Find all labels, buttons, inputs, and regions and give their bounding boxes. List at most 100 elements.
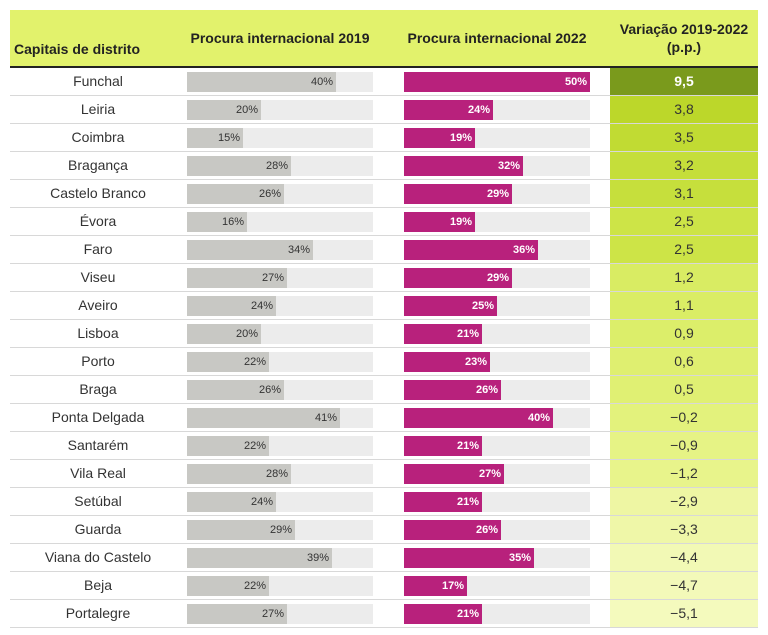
- city-name: Lisboa: [77, 325, 119, 341]
- table-row: Castelo Branco 26% 29% 3,1: [10, 180, 758, 208]
- bar-label-2019: 28%: [265, 160, 288, 172]
- bar-label-2022: 29%: [486, 188, 509, 200]
- city-name: Leiria: [80, 101, 116, 117]
- bar-2022: [404, 408, 553, 428]
- bar-2022: [404, 240, 538, 260]
- bar-2022: [404, 576, 467, 596]
- bar-track-2022: 24%: [404, 100, 590, 120]
- bar-track-2022: 50%: [404, 72, 590, 92]
- bar-track-2019: 15%: [187, 128, 373, 148]
- bar-label-2022: 21%: [456, 440, 479, 452]
- bar-2019: [187, 408, 340, 428]
- bar-2019: [187, 492, 276, 512]
- bar-2019: [187, 520, 295, 540]
- bar-2022: [404, 324, 482, 344]
- variation-cell: 3,8: [610, 96, 758, 123]
- bar-2019: [187, 128, 243, 148]
- bar-label-2022: 21%: [456, 608, 479, 620]
- city-name: Santarém: [67, 437, 129, 453]
- variation-cell: 0,9: [610, 320, 758, 347]
- bar-2022: [404, 436, 482, 456]
- variation-cell: −2,9: [610, 488, 758, 515]
- header-cities: Capitais de distrito: [14, 41, 141, 57]
- bar-label-2022: 24%: [467, 104, 490, 116]
- bar-2022: [404, 492, 482, 512]
- bar-label-2019: 41%: [314, 412, 337, 424]
- bar-track-2022: 40%: [404, 408, 590, 428]
- city-name: Évora: [79, 213, 117, 229]
- variation-cell: 1,2: [610, 264, 758, 291]
- variation-cell: −4,7: [610, 572, 758, 599]
- variation-cell: −0,9: [610, 432, 758, 459]
- bar-2019: [187, 296, 276, 316]
- city-name: Guarda: [74, 521, 122, 537]
- bar-label-2022: 26%: [475, 384, 498, 396]
- bar-2019: [187, 352, 269, 372]
- bar-label-2019: 34%: [287, 244, 310, 256]
- bar-2019: [187, 212, 247, 232]
- bar-track-2019: 16%: [187, 212, 373, 232]
- city-name: Castelo Branco: [50, 185, 146, 201]
- bar-label-2019: 24%: [250, 300, 273, 312]
- table-row: Coimbra 15% 19% 3,5: [10, 124, 758, 152]
- bar-track-2022: 29%: [404, 268, 590, 288]
- bar-label-2022: 19%: [449, 216, 472, 228]
- bar-2022: [404, 380, 501, 400]
- city-name: Braga: [79, 381, 117, 397]
- bar-2022: [404, 352, 490, 372]
- bar-track-2022: 26%: [404, 520, 590, 540]
- bar-track-2022: 26%: [404, 380, 590, 400]
- bar-label-2022: 29%: [486, 272, 509, 284]
- bar-2019: [187, 240, 313, 260]
- table-row: Viseu 27% 29% 1,2: [10, 264, 758, 292]
- table-row: Leiria 20% 24% 3,8: [10, 96, 758, 124]
- bar-track-2022: 35%: [404, 548, 590, 568]
- bar-label-2022: 27%: [478, 468, 501, 480]
- bar-track-2022: 29%: [404, 184, 590, 204]
- bar-track-2022: 21%: [404, 604, 590, 624]
- table-header: Capitais de distrito Procura internacion…: [10, 10, 758, 68]
- table-row: Setúbal 24% 21% −2,9: [10, 488, 758, 516]
- variation-cell: 1,1: [610, 292, 758, 319]
- variation-cell: 3,2: [610, 152, 758, 179]
- table-row: Ponta Delgada 41% 40% −0,2: [10, 404, 758, 432]
- table-row: Beja 22% 17% −4,7: [10, 572, 758, 600]
- bar-2019: [187, 324, 261, 344]
- variation-cell: −0,2: [610, 404, 758, 431]
- bar-track-2019: 29%: [187, 520, 373, 540]
- bar-2019: [187, 268, 287, 288]
- bar-2022: [404, 128, 475, 148]
- bar-track-2019: 40%: [187, 72, 373, 92]
- bar-track-2019: 28%: [187, 464, 373, 484]
- bar-label-2022: 23%: [464, 356, 487, 368]
- bar-label-2019: 40%: [310, 76, 333, 88]
- bar-2022: [404, 156, 523, 176]
- table-row: Faro 34% 36% 2,5: [10, 236, 758, 264]
- city-name: Aveiro: [78, 297, 118, 313]
- header-demand-2022: Procura internacional 2022: [407, 30, 587, 46]
- bar-track-2019: 22%: [187, 352, 373, 372]
- bar-label-2019: 22%: [243, 580, 266, 592]
- bar-label-2019: 22%: [243, 356, 266, 368]
- table-row: Portalegre 27% 21% −5,1: [10, 600, 758, 628]
- variation-cell: 2,5: [610, 236, 758, 263]
- bar-track-2019: 20%: [187, 100, 373, 120]
- variation-cell: 3,1: [610, 180, 758, 207]
- bar-label-2022: 21%: [456, 328, 479, 340]
- bar-2022: [404, 184, 512, 204]
- table-row: Viana do Castelo 39% 35% −4,4: [10, 544, 758, 572]
- city-name: Setúbal: [74, 493, 122, 509]
- bar-2019: [187, 576, 269, 596]
- bar-2019: [187, 184, 284, 204]
- bar-label-2019: 29%: [269, 524, 292, 536]
- bar-2019: [187, 604, 287, 624]
- bar-track-2019: 34%: [187, 240, 373, 260]
- bar-track-2022: 21%: [404, 492, 590, 512]
- table-row: Porto 22% 23% 0,6: [10, 348, 758, 376]
- table-row: Santarém 22% 21% −0,9: [10, 432, 758, 460]
- variation-cell: −5,1: [610, 600, 758, 627]
- bar-track-2019: 27%: [187, 268, 373, 288]
- bar-label-2019: 27%: [261, 608, 284, 620]
- table-body: Funchal 40% 50% 9,5 Leiria 20% 24% 3,8 Coimbra 15…: [10, 68, 758, 628]
- bar-2022: [404, 548, 534, 568]
